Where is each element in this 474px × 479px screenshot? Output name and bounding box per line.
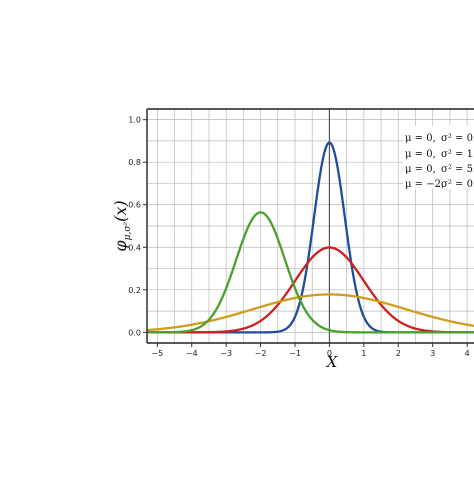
y-axis-title-sub: μ,σ²	[123, 222, 133, 241]
series-line-2	[147, 246, 474, 334]
legend-box	[403, 126, 474, 189]
x-tick-label: 3	[430, 349, 435, 358]
legend-sigma-4: σ² = 0.5,	[441, 179, 474, 190]
legend-mu-4: μ = −2,	[405, 179, 444, 190]
x-tick-label: 1	[361, 349, 366, 358]
x-tick-label: −5	[151, 349, 163, 358]
x-tick-label: 2	[396, 349, 401, 358]
x-tick-label: 0	[327, 349, 332, 358]
x-tick-label: −3	[220, 349, 232, 358]
x-tick-label: −4	[186, 349, 198, 358]
legend-mu-3: μ = 0,	[405, 164, 436, 175]
x-axis-title: X	[326, 353, 339, 371]
y-axis-title-main: φ	[111, 240, 130, 252]
plot-frame	[146, 108, 474, 344]
x-tick-label: −1	[289, 349, 301, 358]
x-tick-labels: −5 −4 −3 −2 −1 0 1 2 3 4	[151, 349, 469, 358]
y-tick-label: 0.8	[128, 158, 141, 167]
y-axis-title-arg: (x)	[111, 200, 130, 222]
y-tick-label: 0.2	[128, 286, 141, 295]
legend-mu-2: μ = 0,	[405, 149, 436, 160]
legend-mu-1: μ = 0,	[405, 133, 436, 144]
legend-sigma-3: σ² = 5.0,	[441, 164, 474, 175]
y-tick-labels: 0.0 0.2 0.4 0.6 0.8 1.0	[128, 116, 141, 338]
legend-sigma-2: σ² = 1.0,	[441, 149, 474, 160]
x-tick-label: 4	[465, 349, 470, 358]
y-tick-label: 1.0	[128, 116, 141, 125]
legend: μ = 0, σ² = 0.2, μ = 0, σ² = 1.0, μ = 0,…	[403, 126, 474, 190]
y-tick-label: 0.0	[128, 328, 141, 337]
x-tick-label: −2	[255, 349, 267, 358]
series-line-3	[147, 293, 474, 332]
svg-text:φμ,σ²(x): φμ,σ²(x)	[111, 200, 133, 251]
series-lines	[147, 141, 474, 334]
y-tick-label: 0.4	[128, 243, 141, 252]
y-axis-title: φμ,σ²(x)	[111, 200, 133, 251]
series-line-4	[147, 211, 474, 334]
legend-sigma-1: σ² = 0.2,	[441, 133, 474, 144]
y-tick-label: 0.6	[128, 201, 141, 210]
tick-marks	[143, 119, 468, 347]
